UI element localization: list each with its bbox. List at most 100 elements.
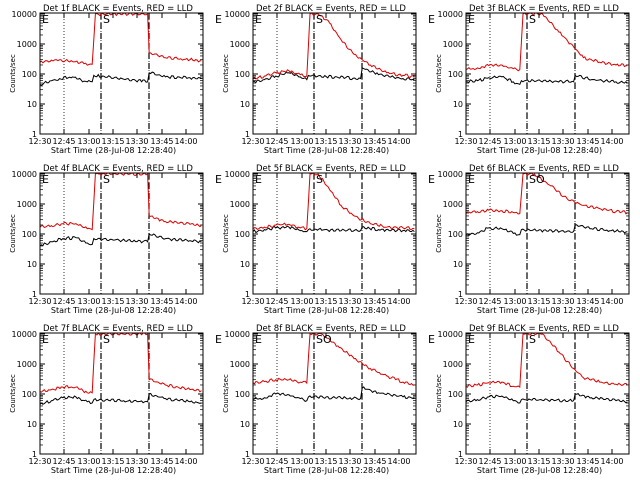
- marker-label-1: E: [255, 333, 262, 346]
- series-events-line: [252, 386, 415, 402]
- x-tick-label: 13:45: [363, 137, 386, 146]
- marker-label-3: E: [428, 13, 435, 26]
- y-axis-label: Counts/sec: [9, 214, 17, 253]
- marker-label-1: E: [42, 13, 49, 26]
- y-tick-label: 1: [245, 450, 250, 459]
- y-axis-label: Counts/sec: [435, 214, 443, 253]
- x-tick-label: 12:30: [241, 137, 264, 146]
- series-events-line: [39, 233, 202, 247]
- y-tick-label: 100: [22, 70, 37, 79]
- x-tick-label: 14:00: [387, 297, 410, 306]
- x-axis-label: Start Time (28-Jul-08 12:28:40): [477, 466, 602, 475]
- marker-label-1: E: [468, 333, 475, 346]
- y-tick-label: 10000: [12, 330, 37, 339]
- series-lld-line: [252, 332, 415, 386]
- x-tick-label: 14:00: [600, 297, 623, 306]
- x-tick-label: 14:00: [174, 457, 197, 466]
- marker-label-3: E: [215, 173, 222, 186]
- series-lld-line: [465, 332, 628, 389]
- plot-det-6f: 1 10 100 1000 10000 12:30 12:45 13:00 13:15 13:30…: [435, 164, 630, 315]
- x-tick-label: 13:00: [290, 457, 313, 466]
- y-tick-label: 100: [448, 70, 463, 79]
- plot-det-8f: 1 10 100 1000 10000 12:30 12:45 13:00 13:15 13:30…: [222, 324, 435, 475]
- x-tick-label: 12:30: [454, 457, 477, 466]
- x-tick-label: 13:45: [150, 137, 173, 146]
- x-tick-label: 13:00: [77, 137, 100, 146]
- x-tick-label: 13:00: [77, 297, 100, 306]
- x-axis-label: Start Time (28-Jul-08 12:28:40): [477, 146, 602, 155]
- marker-label-3: E: [428, 333, 435, 346]
- marker-label-1: E: [255, 13, 262, 26]
- x-axis-label: Start Time (28-Jul-08 12:28:40): [477, 306, 602, 315]
- plot-title: Det 2f BLACK = Events, RED = LLD: [256, 4, 406, 14]
- x-tick-label: 12:30: [454, 137, 477, 146]
- x-tick-label: 13:15: [527, 457, 550, 466]
- x-tick-label: 12:30: [241, 457, 264, 466]
- x-tick-label: 13:45: [150, 297, 173, 306]
- plot-title: Det 6f BLACK = Events, RED = LLD: [469, 164, 619, 174]
- y-tick-label: 1000: [230, 360, 250, 369]
- y-axis-label: Counts/sec: [222, 54, 230, 93]
- series-lld-line: [252, 172, 415, 231]
- series-events-line: [465, 74, 628, 86]
- y-tick-label: 1: [458, 450, 463, 459]
- y-tick-label: 100: [448, 230, 463, 239]
- plot-frame: [39, 12, 204, 135]
- y-axis-label: Counts/sec: [9, 54, 17, 93]
- x-tick-label: 12:45: [265, 297, 288, 306]
- x-axis-label: Start Time (28-Jul-08 12:28:40): [264, 466, 389, 475]
- marker-label-1: E: [255, 173, 262, 186]
- marker-label-1: E: [42, 173, 49, 186]
- series-lld-line: [465, 172, 628, 215]
- x-axis-label: Start Time (28-Jul-08 12:28:40): [51, 306, 176, 315]
- series-events-line: [465, 392, 628, 404]
- x-tick-label: 13:30: [338, 457, 361, 466]
- y-tick-label: 100: [22, 230, 37, 239]
- x-tick-label: 12:45: [52, 457, 75, 466]
- x-tick-label: 13:30: [551, 137, 574, 146]
- x-tick-label: 12:45: [478, 137, 501, 146]
- x-tick-label: 14:00: [174, 137, 197, 146]
- x-tick-label: 13:15: [101, 297, 124, 306]
- x-tick-label: 13:30: [551, 297, 574, 306]
- y-tick-label: 1000: [443, 40, 463, 49]
- x-tick-label: 12:45: [52, 297, 75, 306]
- x-tick-label: 13:30: [338, 137, 361, 146]
- y-axis-label: Counts/sec: [222, 214, 230, 253]
- y-tick-label: 100: [235, 230, 250, 239]
- y-tick-label: 1000: [17, 200, 37, 209]
- y-tick-label: 100: [235, 70, 250, 79]
- plot-frame: [465, 172, 630, 295]
- x-tick-label: 14:00: [387, 457, 410, 466]
- y-tick-label: 1: [245, 130, 250, 139]
- x-tick-label: 12:45: [265, 457, 288, 466]
- x-tick-label: 13:00: [503, 297, 526, 306]
- y-tick-label: 1: [458, 130, 463, 139]
- marker-label-2: S: [103, 333, 110, 346]
- plot-frame: [465, 332, 630, 455]
- marker-label-2: S: [316, 173, 323, 186]
- y-tick-label: 10: [240, 420, 250, 429]
- series-events-line: [465, 224, 628, 237]
- x-tick-label: 14:00: [174, 297, 197, 306]
- y-axis-label: Counts/sec: [9, 374, 17, 413]
- y-tick-label: 10: [27, 420, 37, 429]
- y-tick-label: 10: [27, 260, 37, 269]
- x-tick-label: 13:15: [314, 137, 337, 146]
- x-tick-label: 13:45: [576, 457, 599, 466]
- x-tick-label: 13:00: [503, 137, 526, 146]
- plot-det-4f: 1 10 100 1000 10000 12:30 12:45 13:00 13:15 13:30…: [9, 164, 222, 315]
- x-tick-label: 12:45: [478, 457, 501, 466]
- x-tick-label: 14:00: [600, 137, 623, 146]
- y-tick-label: 10: [453, 260, 463, 269]
- plot-det-2f: 1 10 100 1000 10000 12:30 12:45 13:00 13:15 13:30…: [222, 4, 435, 155]
- y-tick-label: 1000: [17, 40, 37, 49]
- y-tick-label: 1: [32, 130, 37, 139]
- y-tick-label: 10000: [438, 170, 463, 179]
- plot-frame: [465, 12, 630, 135]
- x-tick-label: 13:45: [576, 137, 599, 146]
- marker-label-1: E: [468, 173, 475, 186]
- x-tick-label: 13:15: [101, 457, 124, 466]
- marker-label-2: SO: [529, 173, 545, 186]
- plot-title: Det 9f BLACK = Events, RED = LLD: [469, 324, 619, 334]
